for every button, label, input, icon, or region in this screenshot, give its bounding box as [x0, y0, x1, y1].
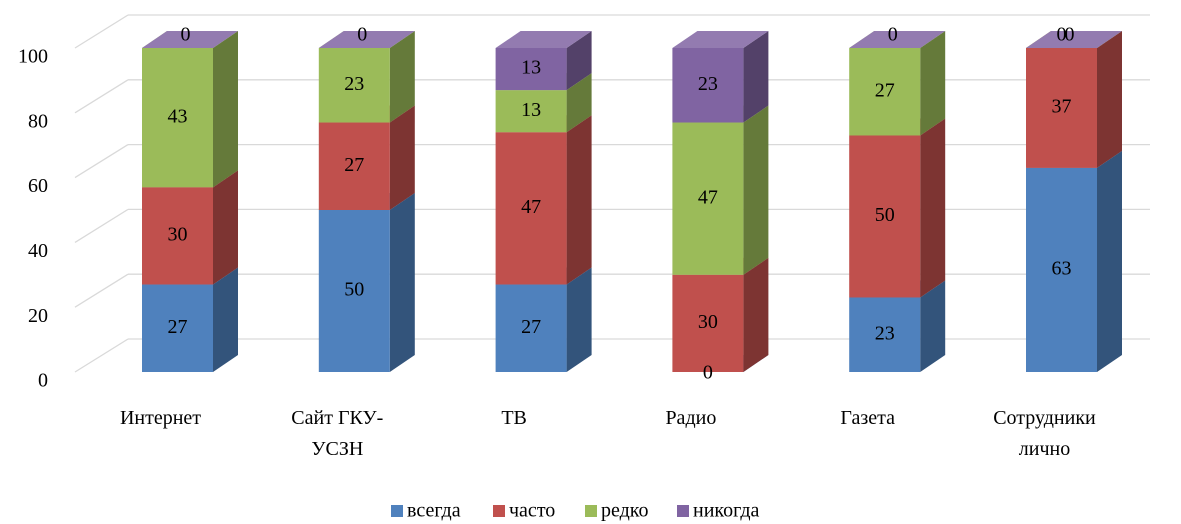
- bar-side: [1097, 31, 1122, 168]
- data-label: 23: [344, 73, 364, 95]
- bar-side: [920, 118, 946, 298]
- bar-side: [743, 31, 769, 123]
- bar: [142, 284, 213, 372]
- bar: [1026, 48, 1097, 168]
- bar-side: [743, 257, 769, 372]
- bar: [672, 122, 744, 275]
- bar: [495, 90, 567, 133]
- data-label: 37: [1052, 96, 1072, 118]
- bar-top: [495, 31, 592, 48]
- y-tick-label: 0: [38, 370, 48, 392]
- data-label: 43: [168, 105, 188, 127]
- y-tick-label: 80: [28, 110, 48, 132]
- data-label: 0: [1057, 24, 1067, 46]
- x-tick-label: Сотрудники лично: [993, 407, 1096, 460]
- bar: [672, 48, 744, 123]
- bar-top: [318, 31, 415, 48]
- bar-side: [213, 267, 238, 372]
- data-label: 27: [344, 154, 364, 176]
- bar-side: [389, 105, 415, 210]
- data-label: 0: [1065, 24, 1075, 46]
- data-label: 30: [698, 311, 718, 333]
- bar-side: [566, 267, 592, 372]
- data-label: 63: [1052, 258, 1072, 280]
- data-label: 0: [703, 362, 713, 384]
- data-label: 0: [181, 24, 191, 46]
- grid-line: [74, 14, 129, 49]
- grid-line: [74, 273, 129, 308]
- data-label: 50: [875, 204, 895, 226]
- legend-swatch: [585, 505, 597, 517]
- legend-swatch: [391, 505, 403, 517]
- legend-label: редко: [601, 500, 649, 522]
- x-tick-label: Газета: [840, 407, 895, 429]
- data-label: 47: [521, 196, 541, 218]
- x-tick-label: ТВ: [501, 407, 527, 429]
- bar-side: [920, 280, 946, 372]
- bar: [672, 274, 744, 372]
- bar: [849, 135, 921, 298]
- bar-side: [566, 115, 592, 285]
- bar-top: [1026, 31, 1122, 48]
- data-label: 30: [168, 224, 188, 246]
- data-label: 0: [357, 24, 367, 46]
- bar: [318, 122, 390, 210]
- bar-side: [389, 31, 415, 123]
- grid-line: [74, 338, 129, 373]
- data-label: 50: [344, 279, 364, 301]
- bar: [495, 284, 567, 372]
- bar-side: [213, 31, 238, 188]
- data-label: 47: [698, 186, 718, 208]
- bar: [318, 48, 390, 123]
- bar-top: [672, 31, 769, 48]
- bar-side: [213, 170, 238, 285]
- legend-swatch: [493, 505, 505, 517]
- bar-side: [566, 31, 592, 91]
- y-tick-label: 20: [28, 305, 48, 327]
- grid-line: [74, 208, 129, 243]
- bar: [142, 187, 213, 285]
- x-tick-label: Интернет: [119, 407, 202, 429]
- bar-side: [1097, 150, 1122, 372]
- bar-top: [849, 31, 946, 48]
- bar: [495, 132, 567, 285]
- bar: [849, 48, 921, 136]
- data-label: 13: [521, 99, 541, 121]
- y-tick-label: 40: [28, 240, 48, 262]
- bar: [849, 297, 921, 372]
- data-label: 13: [521, 57, 541, 79]
- grid-line: [74, 79, 129, 114]
- data-label: 0: [888, 24, 898, 46]
- x-tick-label: Сайт ГКУ-УСЗН: [291, 407, 384, 460]
- legend-label: всегда: [407, 500, 461, 522]
- x-tick-label: Радио: [665, 407, 717, 429]
- bar: [318, 210, 390, 372]
- bar: [495, 48, 567, 91]
- bar: [142, 48, 213, 188]
- bar: [1026, 167, 1097, 372]
- data-label: 23: [875, 322, 895, 344]
- data-label: 23: [698, 73, 718, 95]
- bar-side: [743, 105, 769, 275]
- legend-label: часто: [509, 500, 555, 522]
- bar-top: [142, 31, 238, 48]
- legend-swatch: [677, 505, 689, 517]
- y-tick-label: 100: [18, 46, 48, 68]
- legend-label: никогда: [693, 500, 759, 522]
- data-label: 27: [875, 79, 895, 101]
- y-tick-label: 60: [28, 175, 48, 197]
- bar-side: [389, 193, 415, 372]
- bar-side: [920, 31, 946, 136]
- data-label: 27: [168, 316, 188, 338]
- bar-side: [566, 73, 592, 133]
- data-label: 27: [521, 316, 541, 338]
- grid-line: [74, 144, 129, 179]
